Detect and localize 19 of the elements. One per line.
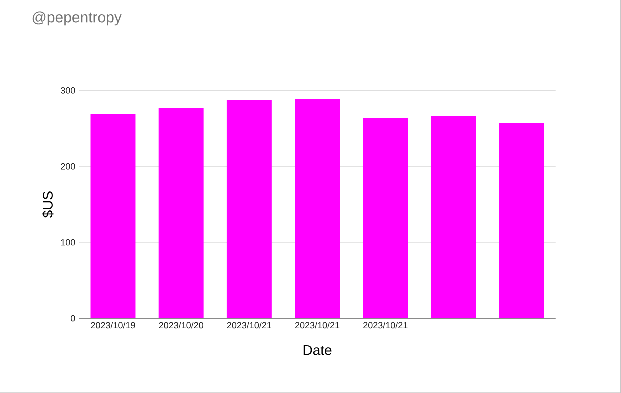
bar	[499, 123, 544, 318]
y-tick-label: 300	[61, 87, 76, 94]
y-axis-title: $US	[42, 192, 54, 218]
x-axis-title: Date	[304, 345, 332, 356]
x-tick-label: 2023/10/20	[159, 322, 204, 329]
x-tick-label: 2023/10/19	[91, 322, 136, 329]
y-tick-label: 0	[71, 315, 76, 322]
bar	[158, 108, 204, 318]
bar	[226, 100, 272, 318]
x-tick-label: 2023/10/21	[227, 322, 272, 329]
y-tick-label: 100	[61, 239, 76, 246]
bar	[295, 98, 340, 318]
chart-title: @pepentropy	[32, 12, 122, 26]
y-tick-label: 200	[61, 163, 76, 170]
x-tick-label: 2023/10/21	[364, 322, 408, 329]
bar	[363, 118, 408, 318]
x-tick-label: 2023/10/21	[295, 322, 340, 329]
bar	[431, 116, 476, 318]
bar	[90, 114, 136, 318]
